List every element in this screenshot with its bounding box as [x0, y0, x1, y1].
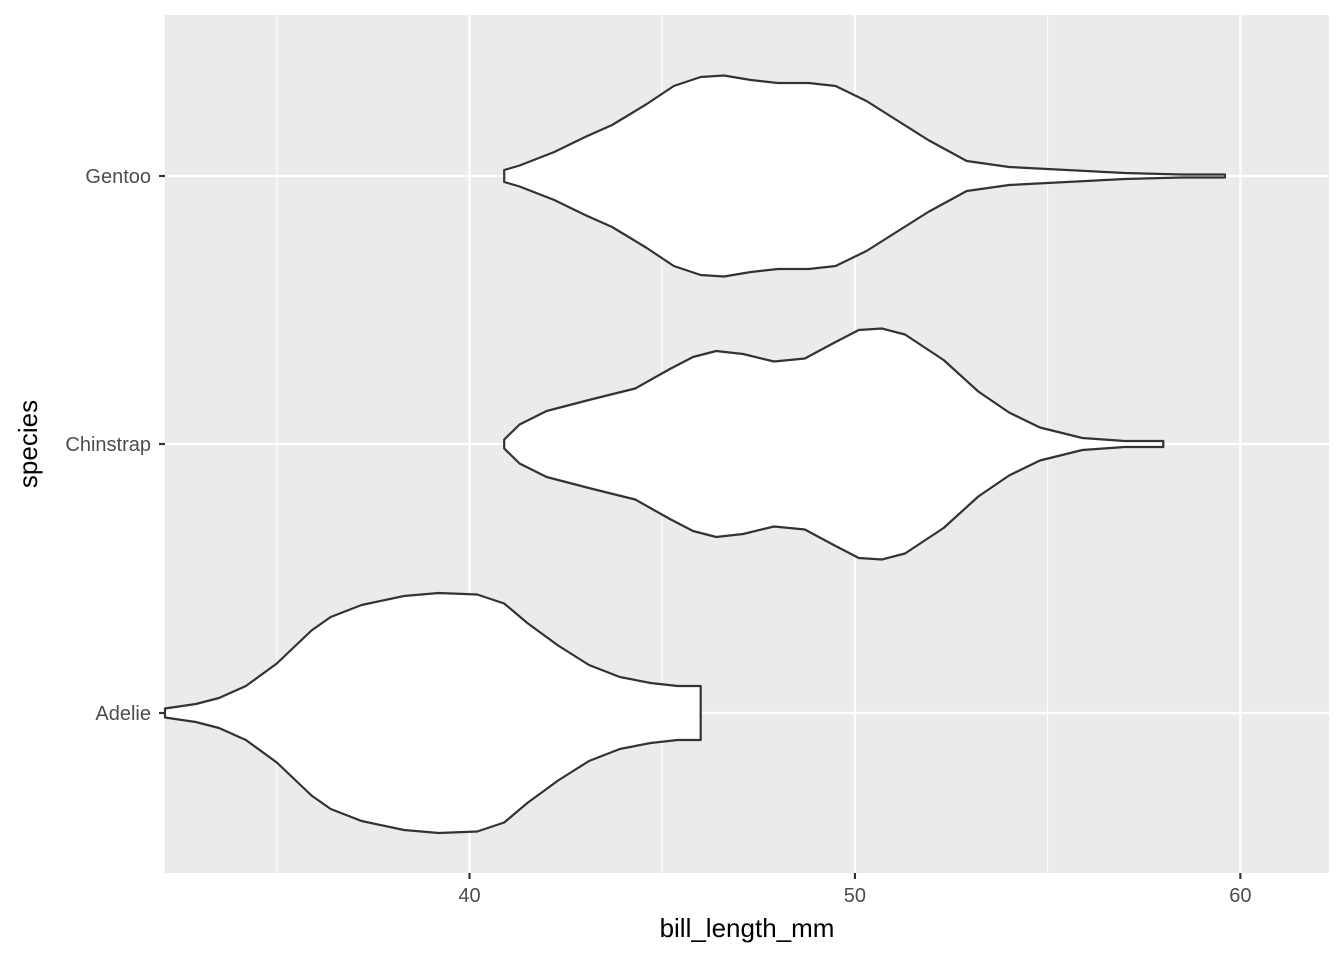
y-axis-title: species — [13, 400, 43, 488]
x-tick-label: 40 — [458, 885, 480, 907]
violins — [163, 74, 1226, 835]
x-axis: 40 50 60 — [458, 873, 1251, 907]
y-tick-label-chinstrap: Chinstrap — [65, 434, 151, 456]
y-tick-label-adelie: Adelie — [95, 703, 151, 725]
y-axis: Adelie Chinstrap Gentoo — [65, 166, 165, 725]
y-tick-label-gentoo: Gentoo — [85, 166, 151, 188]
violin-chinstrap — [503, 327, 1165, 561]
violin-gentoo — [503, 74, 1226, 278]
x-axis-title: bill_length_mm — [660, 913, 835, 943]
violin-adelie — [163, 591, 702, 835]
x-tick-label: 60 — [1229, 885, 1251, 907]
x-tick-label: 50 — [844, 885, 866, 907]
